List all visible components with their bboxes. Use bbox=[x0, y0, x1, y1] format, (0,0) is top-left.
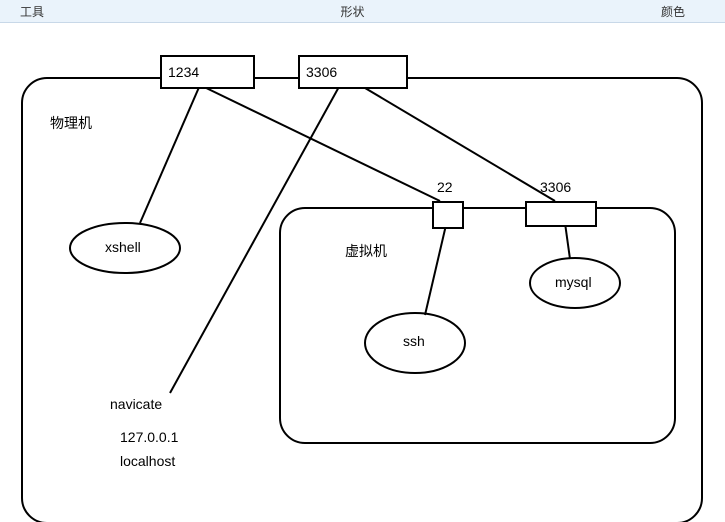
label-3306-inner: 3306 bbox=[540, 179, 571, 195]
port-3306-top: 3306 bbox=[298, 55, 408, 89]
label-physical-machine: 物理机 bbox=[50, 113, 92, 133]
port-3306-inner bbox=[525, 201, 597, 227]
label-virtual-machine: 虚拟机 bbox=[345, 241, 387, 261]
label-ssh: ssh bbox=[403, 333, 425, 349]
menu-colors[interactable]: 颜色 bbox=[641, 0, 705, 22]
menu-bar: 工具 形状 颜色 bbox=[0, 0, 725, 23]
menu-shapes[interactable]: 形状 bbox=[321, 0, 385, 22]
port-22 bbox=[432, 201, 464, 229]
label-localhost: localhost bbox=[120, 453, 175, 469]
label-22: 22 bbox=[437, 179, 453, 195]
label-mysql: mysql bbox=[555, 274, 592, 290]
label-ip: 127.0.0.1 bbox=[120, 429, 178, 445]
diagram-canvas: 1234 3306 物理机 虚拟机 xshell ssh mysql 3306 … bbox=[0, 23, 725, 522]
label-xshell: xshell bbox=[105, 239, 141, 255]
port-1234: 1234 bbox=[160, 55, 255, 89]
label-navicate: navicate bbox=[110, 396, 162, 412]
diagram-svg bbox=[0, 23, 725, 522]
menu-tools[interactable]: 工具 bbox=[0, 0, 64, 22]
